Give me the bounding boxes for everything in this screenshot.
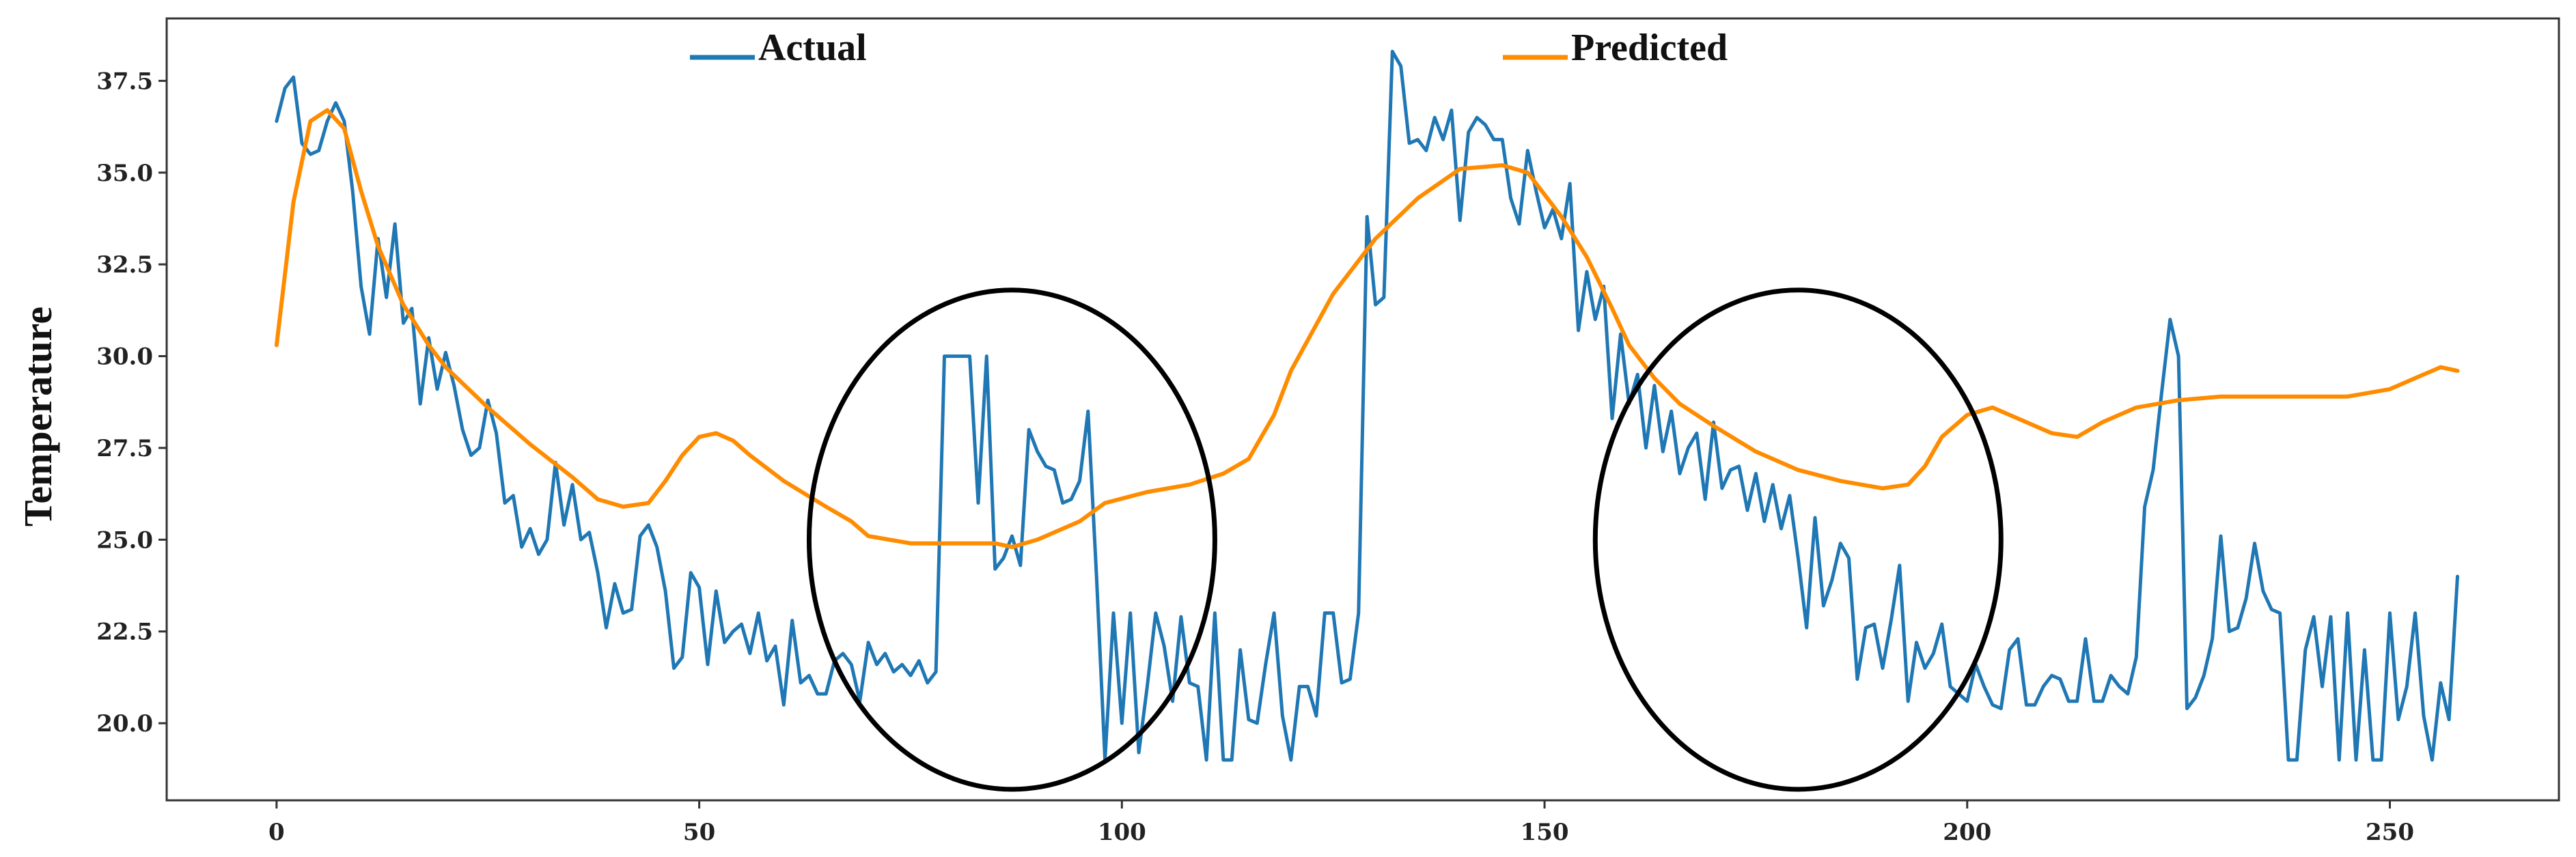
y-axis-ticks: 20.0 22.5 25.0 27.5 30.0 32.5 35.0 37.5 <box>96 68 167 737</box>
highlight-ellipse-2 <box>1592 287 2004 792</box>
series-line-predicted <box>274 108 2460 550</box>
legend-label-predicted: Predicted <box>1571 27 1728 69</box>
annotation-layer <box>806 287 2004 792</box>
x-tick-label: 150 <box>1521 819 1569 846</box>
y-axis-title: Temperature <box>16 307 60 526</box>
series-line-actual <box>275 49 2459 762</box>
y-tick-label: 20.0 <box>96 710 153 737</box>
y-tick-label: 25.0 <box>96 526 153 554</box>
highlight-ellipse-1 <box>806 287 1217 792</box>
x-tick-label: 0 <box>268 819 285 846</box>
y-tick-label: 37.5 <box>96 68 153 95</box>
x-tick-label: 50 <box>683 819 715 846</box>
x-tick-label: 250 <box>2366 819 2414 846</box>
y-tick-label: 27.5 <box>96 435 153 462</box>
x-tick-label: 200 <box>1943 819 1991 846</box>
x-tick-label: 100 <box>1098 819 1146 846</box>
x-axis-ticks: 0 50 100 150 200 250 <box>268 800 2414 846</box>
series-layer <box>274 49 2460 762</box>
legend-label-actual: Actual <box>758 27 867 69</box>
plot-frame <box>165 17 2560 802</box>
y-tick-label: 30.0 <box>96 343 153 371</box>
y-tick-label: 22.5 <box>96 619 153 646</box>
legend: Actual Predicted <box>690 27 1728 69</box>
y-tick-label: 32.5 <box>96 251 153 279</box>
y-tick-label: 35.0 <box>96 160 153 187</box>
